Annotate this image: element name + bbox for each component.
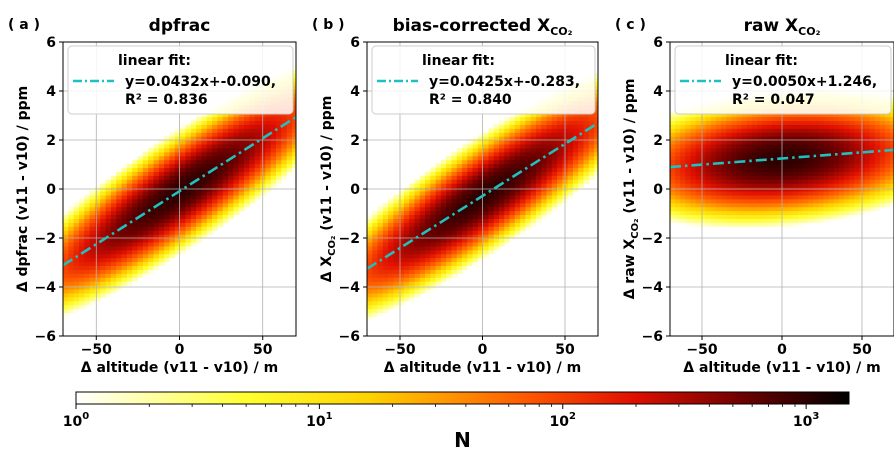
colorbar-tick-label: 103 [793,411,819,430]
panel-letter: ( b ) [312,17,345,33]
y-tick-label: 4 [350,84,360,100]
y-tick-label: 0 [653,182,663,198]
y-tick-label: −2 [35,231,56,247]
x-tick-label: 0 [175,342,185,358]
legend-r2: R² = 0.836 [125,92,208,108]
x-axis-label: Δ altitude (v11 - v10) / m [384,360,582,376]
y-tick-label: −6 [642,329,663,345]
x-tick-label: 0 [777,342,787,358]
x-tick-label: 50 [253,342,273,358]
y-tick-label: 0 [46,182,56,198]
colorbar-tick-label: 101 [306,411,332,430]
y-tick-label: 4 [46,84,56,100]
panel-title: raw XCO₂ [744,16,821,38]
legend-r2: R² = 0.840 [429,92,512,108]
colorbar-tick-label: 100 [63,411,89,430]
legend-equation: y=0.0432x+-0.090, [125,74,276,90]
panel-title: dpfrac [149,16,211,36]
y-axis-label: Δ raw XCO₂ (v11 - v10) / ppm [622,79,641,300]
x-tick-label: −50 [384,342,415,358]
legend-title: linear fit: [422,53,495,69]
legend-box [67,45,294,115]
x-tick-label: 50 [852,342,872,358]
y-tick-label: 6 [653,35,663,51]
fit-line [670,148,894,169]
y-tick-label: −4 [35,280,57,296]
legend-box [371,45,596,115]
y-tick-label: 2 [350,133,360,149]
y-tick-label: 2 [46,133,56,149]
fit-line [367,121,598,270]
colorbar-label: N [454,428,471,452]
legend-title: linear fit: [118,53,191,69]
y-tick-label: −6 [339,329,360,345]
legend: linear fit: y=0.0050x+1.246, R² = 0.047 [674,45,892,115]
chart-panel-1: −50 0 50 −6 −4 −2 0 2 4 6 Δ altitude (v11 - v10) /… [8,16,297,376]
x-axis-label: Δ altitude (v11 - v10) / m [81,360,279,376]
panel-title: bias-corrected XCO₂ [393,16,573,38]
legend-equation: y=0.0425x+-0.283, [429,74,580,90]
y-tick-label: −4 [339,280,361,296]
legend-title: linear fit: [725,53,798,69]
chart-panel-2: −50 0 50 −6 −4 −2 0 2 4 6 Δ altitude (v11 - v10) /… [312,16,599,376]
legend-box [674,45,892,115]
y-tick-label: −4 [642,280,664,296]
y-tick-label: 2 [653,133,663,149]
y-axis-label: Δ dpfrac (v11 - v10) / ppm [15,86,31,292]
y-tick-label: −2 [339,231,360,247]
legend-equation: y=0.0050x+1.246, [732,74,877,90]
x-tick-label: −50 [686,342,717,358]
y-tick-label: 0 [350,182,360,198]
x-tick-label: −50 [81,342,112,358]
panel-letter: ( a ) [8,17,40,33]
fit-line [63,116,296,267]
colorbar-gradient [75,391,850,405]
y-tick-label: 6 [350,35,360,51]
y-tick-label: 6 [46,35,56,51]
x-axis-label: Δ altitude (v11 - v10) / m [683,360,881,376]
x-tick-label: 0 [478,342,488,358]
x-tick-label: 50 [555,342,575,358]
legend: linear fit: y=0.0425x+-0.283, R² = 0.840 [371,45,596,115]
colorbar: 100 101 102 103 N [63,391,850,452]
y-axis-label: Δ XCO₂ (v11 - v10) / ppm [319,96,338,283]
y-tick-label: −6 [35,329,56,345]
colorbar-tick-label: 102 [550,411,576,430]
y-tick-label: 4 [653,84,663,100]
legend: linear fit: y=0.0432x+-0.090, R² = 0.836 [67,45,294,115]
chart-panel-3: −50 0 50 −6 −4 −2 0 2 4 6 Δ altitude (v11 - v10) /… [615,16,894,376]
panel-letter: ( c ) [615,17,646,33]
legend-r2: R² = 0.047 [732,92,815,108]
y-tick-label: −2 [642,231,663,247]
